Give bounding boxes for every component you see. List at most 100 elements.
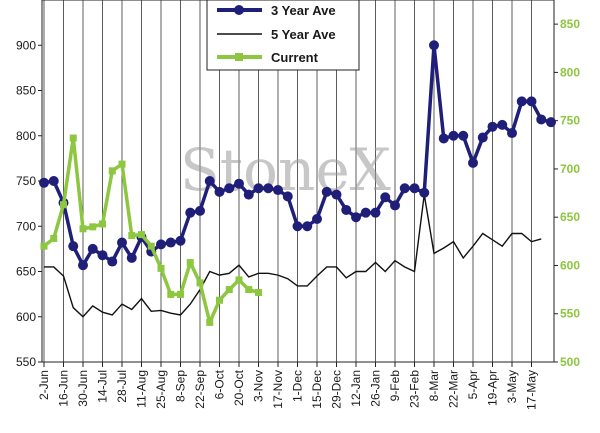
point-current: [186, 259, 194, 267]
point-3-year-ave: [165, 237, 176, 248]
point-current: [196, 279, 204, 287]
point-3-year-ave: [48, 176, 59, 186]
point-3-year-ave: [126, 252, 137, 263]
x-tick-label: 22-Mar: [447, 370, 461, 408]
x-tick-label: 1-Dec: [291, 370, 305, 402]
point-3-year-ave: [97, 250, 108, 261]
point-current: [235, 276, 243, 284]
point-3-year-ave: [204, 176, 215, 186]
point-current: [40, 242, 48, 250]
x-tick-label: 8-Sep: [174, 370, 188, 402]
point-3-year-ave: [526, 96, 537, 107]
point-current: [108, 167, 116, 175]
point-current: [167, 290, 175, 298]
point-3-year-ave: [546, 117, 556, 128]
series-layer: [39, 40, 556, 326]
x-tick-label: 19-Apr: [486, 370, 500, 406]
point-3-year-ave: [409, 183, 420, 194]
point-3-year-ave: [107, 256, 118, 267]
left-tick-label: 900: [16, 38, 36, 52]
point-3-year-ave: [331, 189, 342, 200]
point-3-year-ave: [87, 243, 98, 254]
point-3-year-ave: [507, 128, 517, 139]
point-3-year-ave: [438, 133, 449, 144]
point-3-year-ave: [429, 40, 439, 51]
point-3-year-ave: [360, 207, 371, 218]
left-tick-label: 750: [16, 174, 36, 188]
right-tick-label: 600: [560, 258, 580, 272]
point-3-year-ave: [477, 132, 488, 143]
x-tick-label: 15-Dec: [310, 370, 324, 409]
left-tick-label: 700: [16, 219, 36, 233]
point-3-year-ave: [214, 186, 225, 197]
point-3-year-ave: [243, 189, 254, 200]
point-current: [216, 296, 223, 304]
point-3-year-ave: [273, 185, 283, 196]
point-current: [147, 242, 155, 250]
left-tick-label: 800: [16, 129, 36, 143]
x-tick-label: 14-Jul: [96, 370, 110, 403]
point-3-year-ave: [263, 183, 274, 194]
x-tick-label: 3-Nov: [252, 370, 266, 402]
point-3-year-ave: [156, 239, 166, 250]
right-tick-label: 850: [560, 17, 580, 31]
point-3-year-ave: [39, 177, 49, 188]
point-3-year-ave: [351, 212, 361, 223]
point-current: [245, 286, 253, 294]
point-3-year-ave: [487, 121, 498, 132]
point-3-year-ave: [380, 192, 391, 203]
legend-label-5yr: 5 Year Ave: [271, 27, 336, 42]
point-3-year-ave: [321, 186, 332, 197]
point-3-year-ave: [390, 200, 400, 211]
point-3-year-ave: [497, 119, 508, 130]
left-tick-label: 600: [16, 310, 36, 324]
x-tick-label: 29-Dec: [330, 370, 344, 409]
x-tick-label: 20-Oct: [232, 369, 246, 406]
point-3-year-ave: [536, 114, 547, 125]
point-3-year-ave: [292, 221, 303, 232]
legend-marker-3yr: [234, 5, 244, 15]
x-axis: 2-Jun 16-Jun 30-Jun 14-Jul 28-Jul 11-Aug 25-Au…: [37, 362, 539, 410]
x-tick-label: 25-Aug: [154, 370, 168, 409]
point-current: [128, 232, 136, 240]
point-3-year-ave: [399, 183, 410, 194]
x-tick-label: 28-Jul: [115, 370, 129, 403]
point-current: [255, 288, 262, 296]
point-3-year-ave: [419, 187, 430, 198]
point-3-year-ave: [370, 207, 381, 218]
x-tick-label: 17-May: [525, 370, 539, 410]
x-tick-label: 6-Oct: [213, 369, 227, 399]
point-current: [177, 290, 184, 298]
x-tick-label: 5-Apr: [466, 370, 480, 399]
point-current: [118, 160, 126, 168]
point-current: [79, 225, 87, 233]
x-tick-label: 12-Jan: [349, 370, 363, 407]
point-3-year-ave: [224, 183, 235, 194]
legend-label-current: Current: [271, 50, 319, 65]
point-3-year-ave: [185, 207, 196, 218]
x-tick-label: 2-Jun: [37, 370, 51, 400]
x-tick-label: 30-Jun: [76, 370, 90, 407]
left-tick-label: 850: [16, 84, 36, 98]
x-tick-label: 9-Feb: [388, 370, 402, 402]
point-3-year-ave: [68, 241, 79, 252]
point-3-year-ave: [312, 214, 322, 225]
point-current: [60, 201, 67, 209]
point-current: [89, 223, 97, 231]
series-line-5-year-ave: [44, 194, 542, 318]
left-tick-label: 550: [16, 355, 36, 369]
point-current: [157, 264, 165, 272]
point-3-year-ave: [341, 204, 352, 215]
point-3-year-ave: [234, 178, 244, 189]
point-3-year-ave: [253, 183, 264, 194]
point-current: [99, 220, 106, 228]
x-tick-label: 3-May: [505, 370, 519, 403]
x-tick-label: 16-Jun: [57, 370, 71, 407]
x-tick-label: 22-Sep: [193, 370, 207, 409]
x-tick-label: 26-Jan: [369, 370, 383, 407]
legend: 3 Year Ave 5 Year Ave Current: [206, 0, 360, 71]
x-tick-label: 17-Nov: [271, 370, 285, 409]
legend-marker-current: [235, 53, 243, 61]
